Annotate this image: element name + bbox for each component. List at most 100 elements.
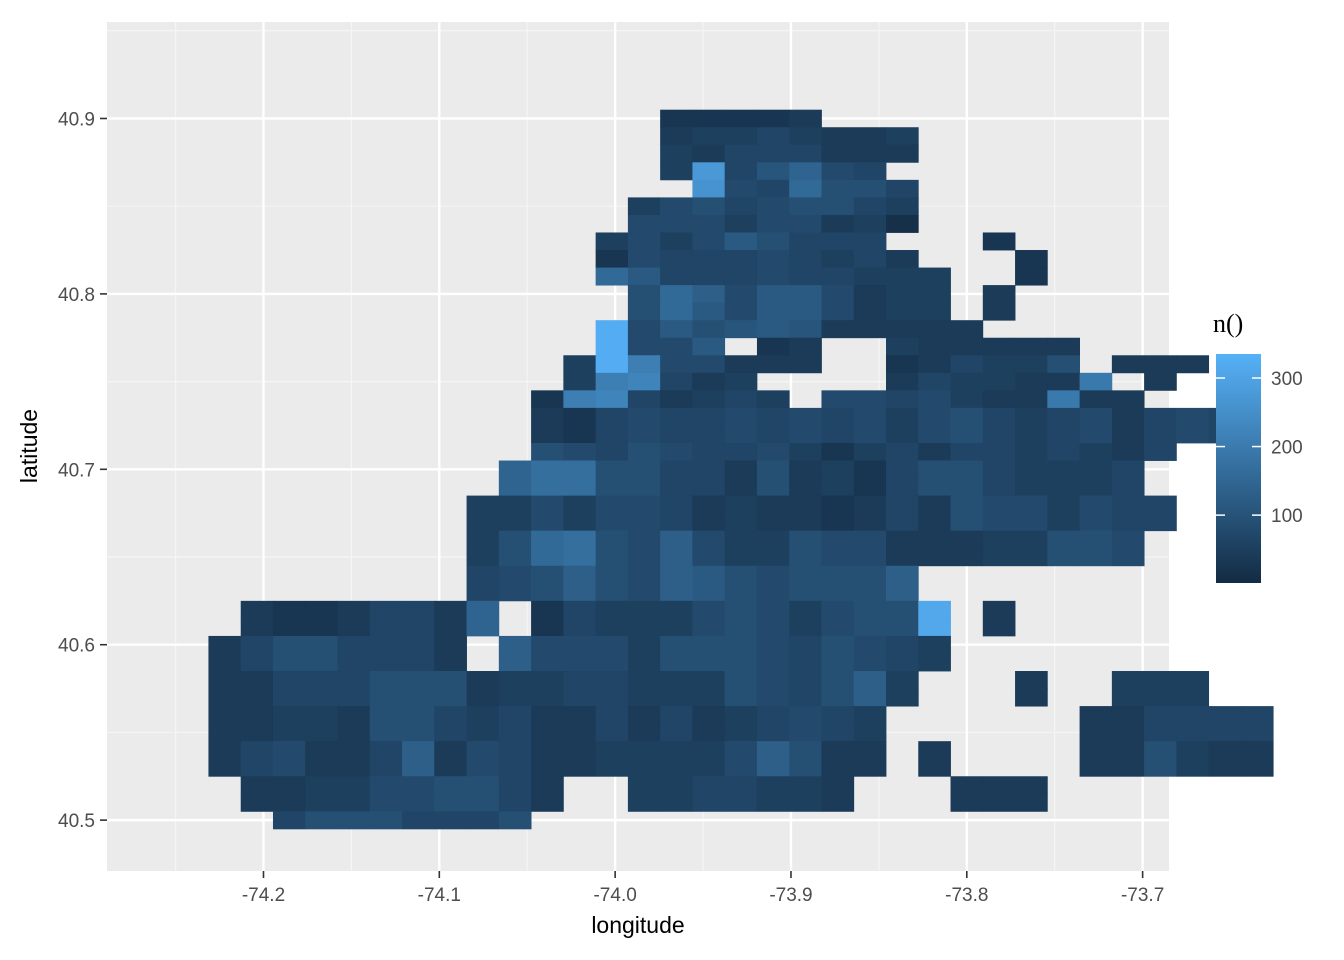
heatmap-tile (724, 127, 758, 146)
heatmap-tile (434, 600, 467, 619)
heatmap-tile (886, 425, 919, 444)
heatmap-tile (466, 811, 500, 830)
heatmap-tile (789, 758, 822, 777)
heatmap-tile (466, 583, 500, 602)
heatmap-tile (756, 776, 790, 795)
heatmap-tile (563, 390, 597, 409)
heatmap-tile (466, 513, 500, 532)
legend-tick-label: 100 (1271, 506, 1303, 527)
heatmap-tile (402, 723, 435, 742)
heatmap-tile (789, 635, 822, 654)
heatmap-tile (305, 688, 338, 707)
heatmap-tile (466, 793, 500, 812)
heatmap-tile (369, 671, 403, 689)
heatmap-tile (789, 144, 822, 163)
heatmap-tile (1111, 548, 1145, 567)
heatmap-tile (918, 372, 951, 391)
heatmap-tile (789, 425, 822, 444)
heatmap-tile (208, 741, 242, 760)
heatmap-tile (692, 197, 726, 216)
heatmap-tile (305, 600, 338, 619)
heatmap-tile (821, 618, 855, 637)
heatmap-tile (692, 671, 726, 689)
heatmap-tile (563, 671, 597, 689)
heatmap-tile (756, 513, 790, 532)
heatmap-tile (531, 618, 564, 637)
heatmap-tile (1111, 442, 1145, 461)
heatmap-tile (660, 513, 693, 532)
heatmap-tile (531, 706, 564, 725)
heatmap-tile (724, 355, 758, 374)
heatmap-tile (595, 320, 629, 339)
heatmap-tile (402, 688, 435, 707)
heatmap-tile (918, 653, 951, 672)
heatmap-tile (950, 372, 984, 391)
heatmap-tile (1144, 372, 1177, 391)
heatmap-tile (853, 671, 887, 689)
heatmap-tile (337, 688, 371, 707)
heatmap-tile (982, 478, 1016, 497)
y-tick-label: 40.7 (58, 460, 95, 481)
heatmap-tile (886, 144, 919, 163)
heatmap-tile (724, 144, 758, 163)
heatmap-tile (853, 688, 887, 707)
heatmap-tile (724, 618, 758, 637)
heatmap-tile (434, 723, 467, 742)
heatmap-tile (821, 776, 855, 795)
heatmap-tile (531, 390, 564, 409)
heatmap-tile (595, 741, 629, 760)
heatmap-tile (1047, 407, 1080, 426)
heatmap-tile (789, 337, 822, 356)
heatmap-tile (466, 706, 500, 725)
heatmap-tile (724, 583, 758, 602)
heatmap-tile (660, 109, 693, 128)
heatmap-tile (240, 793, 274, 812)
heatmap-tile (756, 144, 790, 163)
heatmap-tile (950, 337, 984, 356)
heatmap-tile (402, 776, 435, 795)
heatmap-tile (692, 618, 726, 637)
heatmap-tile (724, 635, 758, 654)
heatmap-tile (918, 618, 951, 637)
heatmap-tile (498, 495, 532, 514)
heatmap-tile (821, 197, 855, 216)
heatmap-tile (982, 285, 1016, 304)
heatmap-tile (563, 618, 597, 637)
heatmap-tile (821, 758, 855, 777)
heatmap-tile (724, 320, 758, 339)
heatmap-tile (724, 197, 758, 216)
heatmap-tile (1015, 250, 1048, 268)
heatmap-tile (627, 267, 661, 286)
heatmap-tile (1047, 390, 1080, 409)
heatmap-tile (724, 250, 758, 268)
heatmap-tile (853, 162, 887, 181)
y-axis-title: latitude (16, 409, 42, 483)
heatmap-tile (660, 162, 693, 181)
heatmap-tile (692, 600, 726, 619)
heatmap-tile (724, 653, 758, 672)
heatmap-tile (627, 372, 661, 391)
heatmap-tile (1079, 390, 1113, 409)
heatmap-tile (789, 460, 822, 479)
heatmap-tile (627, 302, 661, 321)
heatmap-tile (724, 495, 758, 514)
heatmap-tile (789, 478, 822, 497)
heatmap-tile (789, 513, 822, 532)
legend-title: n() (1213, 309, 1243, 338)
heatmap-tile (853, 320, 887, 339)
heatmap-tile (1144, 442, 1177, 461)
heatmap-tile (660, 372, 693, 391)
heatmap-tile (595, 600, 629, 619)
heatmap-tile (1015, 495, 1048, 514)
heatmap-tile (660, 320, 693, 339)
heatmap-tile (692, 285, 726, 304)
heatmap-tile (660, 635, 693, 654)
heatmap-tile (305, 793, 338, 812)
heatmap-tile (660, 337, 693, 356)
heatmap-tile (724, 425, 758, 444)
heatmap-tile (1111, 355, 1145, 374)
heatmap-tile (1079, 372, 1113, 391)
heatmap-tile (531, 478, 564, 497)
heatmap-tile (563, 600, 597, 619)
